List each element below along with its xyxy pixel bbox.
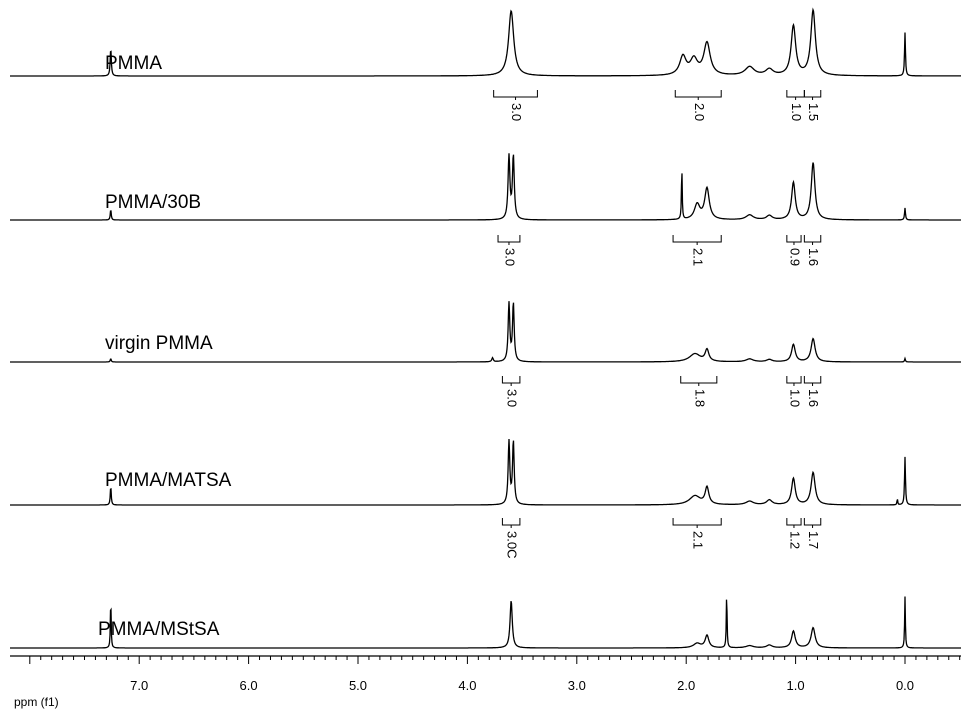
integral-value: 0.9 [788,248,803,266]
integral-bracket: 1.0 [787,90,805,121]
integral-line [787,518,801,525]
integral-bracket: 3.0C [502,518,520,558]
integral-value: 1.6 [806,248,821,266]
integral-line [787,376,801,383]
integral-value: 3.0 [505,389,520,407]
integral-bracket: 1.5 [804,90,821,121]
integral-line [804,518,820,525]
integral-line [675,90,721,97]
x-tick-label: 4.0 [458,678,476,693]
spectrum-0: PMMA 3.0 2.0 1.0 1.5 [10,10,961,121]
integral-line [673,518,721,525]
integral-bracket: 3.0 [498,235,520,266]
spectrum-1: PMMA/30B 3.0 2.1 0.9 1.6 [10,153,961,266]
integral-value: 1.6 [806,389,821,407]
x-axis: 7.0 6.0 5.0 4.0 3.0 2.0 1.0 0.0 [10,656,961,693]
x-tick-label: 7.0 [130,678,148,693]
integral-line [804,90,820,97]
integral-value: 1.0 [789,103,804,121]
integral-value: 1.5 [806,103,821,121]
integral-bracket: 2.1 [673,518,721,549]
integral-bracket: 2.0 [675,90,721,121]
integral-line [787,235,801,242]
integral-line [502,376,520,383]
spectrum-label: virgin PMMA [105,333,213,354]
integral-value: 1.7 [806,531,821,549]
x-tick-label: 0.0 [896,678,914,693]
x-tick-label: 6.0 [240,678,258,693]
integral-value: 2.1 [691,248,706,266]
spectrum-label: PMMA/MATSA [105,470,232,491]
integral-bracket: 1.8 [681,376,717,407]
integral-value: 1.0 [788,389,803,407]
integral-bracket: 1.7 [804,518,821,549]
integral-bracket: 3.0 [502,376,520,407]
integral-bracket: 1.6 [804,235,821,266]
integral-bracket: 1.6 [804,376,821,407]
x-tick-label: 2.0 [677,678,695,693]
integral-bracket: 1.2 [787,518,803,549]
integral-bracket: 2.1 [673,235,721,266]
integral-value: 3.0 [503,248,518,266]
x-tick-label: 5.0 [349,678,367,693]
integral-bracket: 0.9 [787,235,803,266]
integral-bracket: 1.0 [787,376,803,407]
integral-line [804,376,820,383]
integral-value: 2.1 [691,531,706,549]
integral-line [494,90,538,97]
x-tick-label: 1.0 [787,678,805,693]
spectrum-label: PMMA/30B [105,192,201,213]
spectrum-label: PMMA [105,53,162,74]
integral-line [787,90,805,97]
x-tick-label: 3.0 [568,678,586,693]
integral-value: 3.0C [505,531,520,558]
integral-value: 2.0 [692,103,707,121]
integral-line [502,518,520,525]
x-axis-label: ppm (f1) [14,695,59,709]
spectrum-label: PMMA/MStSA [98,619,220,640]
integral-line [804,235,820,242]
spectrum-3: PMMA/MATSA 3.0C 2.1 1.2 1.7 [10,439,961,558]
integral-line [498,235,520,242]
integral-value: 1.2 [788,531,803,549]
integral-value: 3.0 [509,103,524,121]
spectrum-2: virgin PMMA 3.0 1.8 1.0 1.6 [10,301,961,407]
integral-bracket: 3.0 [494,90,538,121]
integral-line [673,235,721,242]
integral-value: 1.8 [692,389,707,407]
spectrum-4: PMMA/MStSA [10,597,961,649]
integral-line [681,376,717,383]
